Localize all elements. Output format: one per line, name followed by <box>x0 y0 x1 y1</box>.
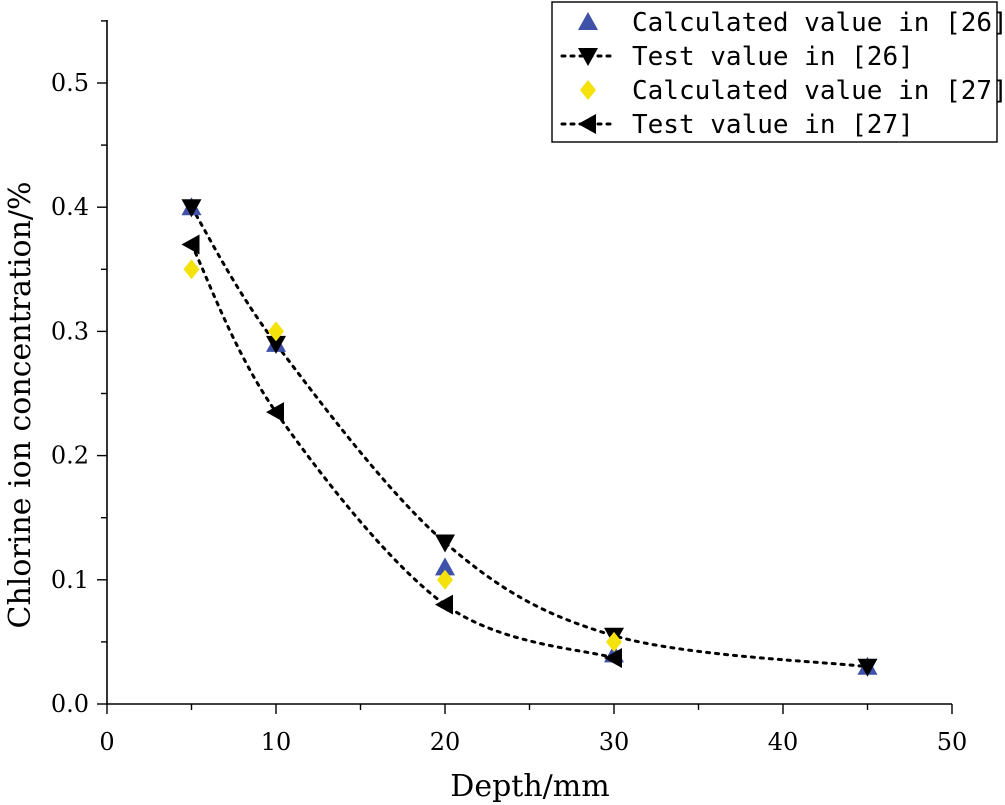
axes: 0 10 20 30 40 50 0.0 0.1 0.2 0.3 0.4 0.5 <box>51 20 967 756</box>
legend-marker <box>578 114 596 134</box>
data-point-series-1 <box>857 658 878 677</box>
y-tick-label: 0.1 <box>51 566 89 594</box>
fit-lines <box>190 205 869 669</box>
legend-label: Calculated value in [27] <box>632 76 1005 106</box>
legend-label: Test value in [27] <box>632 110 914 140</box>
x-tick-label: 40 <box>768 728 799 756</box>
x-tick-label: 20 <box>430 728 461 756</box>
y-axis-title: Chlorine ion concentration/% <box>3 182 38 629</box>
data-point-series-1 <box>266 335 286 354</box>
data-point-series-2 <box>437 569 453 590</box>
data-point-series-1 <box>435 534 455 553</box>
y-tick-label: 0.2 <box>51 442 89 470</box>
data-point-series-1 <box>181 199 202 218</box>
legend-marker <box>578 12 598 30</box>
y-tick-label: 0.4 <box>51 193 89 221</box>
data-point-series-0 <box>435 557 455 576</box>
x-tick-label: 30 <box>599 728 630 756</box>
legend: Calculated value in [26] Test value in [2… <box>551 1 1005 143</box>
legend-label: Test value in [26] <box>632 42 914 72</box>
data-point-series-2 <box>606 631 622 652</box>
legend-marker <box>578 48 598 66</box>
data-markers <box>181 197 878 677</box>
x-tick-label: 0 <box>99 728 114 756</box>
y-tick-label: 0.0 <box>51 690 89 718</box>
fit-line-3 <box>190 242 616 660</box>
x-tick-label: 10 <box>261 728 292 756</box>
legend-marker <box>580 80 596 100</box>
legend-box <box>551 1 998 143</box>
data-point-series-3 <box>266 402 284 423</box>
data-point-series-2 <box>183 259 200 280</box>
y-tick-label: 0.5 <box>51 69 89 97</box>
legend-label: Calculated value in [26] <box>632 8 1005 38</box>
x-axis-title: Depth/mm <box>450 769 609 804</box>
data-point-series-2 <box>268 321 284 342</box>
data-point-series-3 <box>435 594 453 615</box>
data-point-series-3 <box>604 648 622 669</box>
x-tick-label: 50 <box>937 728 968 756</box>
y-tick-label: 0.3 <box>51 317 89 345</box>
data-point-series-3 <box>181 234 200 255</box>
